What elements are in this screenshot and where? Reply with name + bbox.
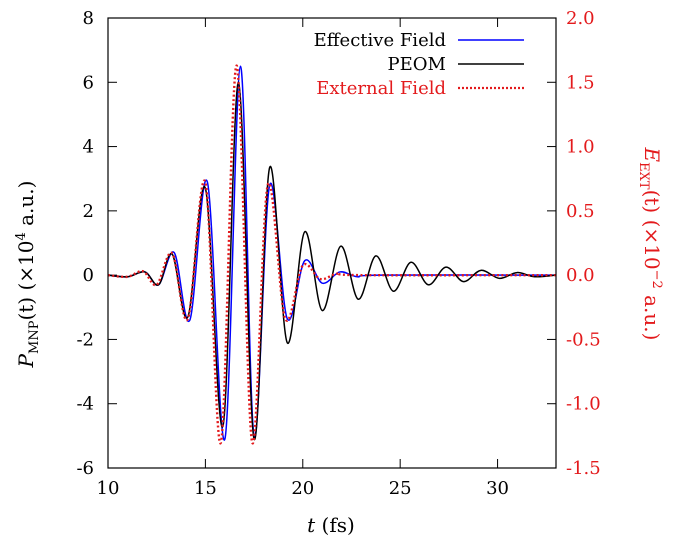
x-tick-label: 20 xyxy=(291,478,314,499)
plot-frame xyxy=(107,17,557,469)
y-left-tick-label: 2 xyxy=(83,201,94,222)
y-right-tail: a.u.) xyxy=(640,289,664,341)
y-right-tick-label: -1.5 xyxy=(566,458,601,479)
y-left-tick-label: 6 xyxy=(83,72,94,93)
x-axis-label-var: t xyxy=(307,513,316,537)
y-left-tick-label: 0 xyxy=(83,265,94,286)
x-axis-label: t (fs) xyxy=(307,513,355,537)
legend-label-external-field: External Field xyxy=(316,78,446,99)
y-left-sub: MNP xyxy=(27,320,42,354)
series-effective-field xyxy=(107,65,557,441)
x-tick-label: 10 xyxy=(97,478,120,499)
series-layer xyxy=(107,64,557,445)
y-axis-label-left: PMNP(t) (×104 a.u.) xyxy=(14,181,42,369)
y-left-tick-label: 8 xyxy=(83,8,94,29)
y-right-sup: −2 xyxy=(649,270,664,289)
y-left-rest: (t) (×10 xyxy=(14,241,38,321)
x-tick-label: 30 xyxy=(486,478,509,499)
y-left-tick-label: -4 xyxy=(76,394,94,415)
y-right-main: E xyxy=(640,147,664,163)
y-left-tick-label: -6 xyxy=(76,458,94,479)
y-right-tick-label: 1.5 xyxy=(566,72,595,93)
y-right-tick-label: 0.0 xyxy=(566,265,595,286)
legend-label-peom: PEOM xyxy=(388,54,446,75)
y-left-main: P xyxy=(14,353,38,368)
y-left-sup: 4 xyxy=(14,232,29,240)
x-tick-label: 25 xyxy=(389,478,412,499)
tick-labels: 10 15 20 25 30 -6 -4 -2 0 2 4 6 8 -1.5 -1.0 -0.5 0.0 0.5 1… xyxy=(76,8,600,499)
y-right-tick-label: 2.0 xyxy=(566,8,595,29)
y-right-tick-label: 0.5 xyxy=(566,201,595,222)
x-tick-label: 15 xyxy=(194,478,217,499)
y-left-tail: a.u.) xyxy=(14,181,38,233)
legend-label-effective-field: Effective Field xyxy=(314,30,446,51)
x-axis-label-unit: (fs) xyxy=(315,513,355,537)
y-right-sub: EXT xyxy=(636,162,651,190)
y-left-tick-label: 4 xyxy=(83,137,94,158)
y-right-rest: (t) (×10 xyxy=(640,190,664,270)
series-external-field xyxy=(107,64,557,445)
y-left-tick-label: -2 xyxy=(76,329,94,350)
series-peom xyxy=(107,81,557,440)
y-right-tick-label: 1.0 xyxy=(566,137,595,158)
legend: Effective Field PEOM External Field xyxy=(314,30,524,99)
y-right-tick-label: -1.0 xyxy=(566,394,601,415)
y-right-tick-label: -0.5 xyxy=(566,329,601,350)
y-axis-label-right: EEXT(t) (×10−2 a.u.) xyxy=(636,147,664,341)
